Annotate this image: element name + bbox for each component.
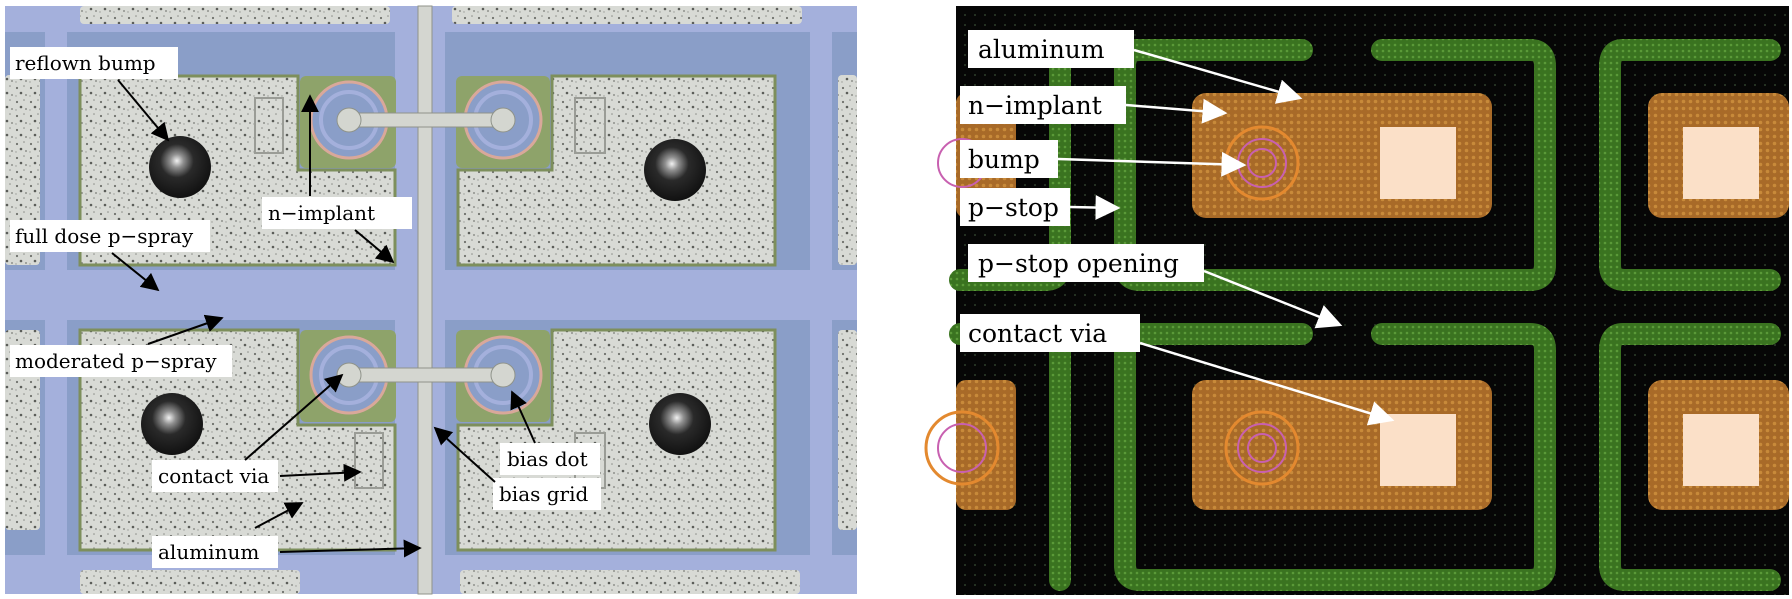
pixel-pad-bottom-left: [78, 328, 397, 552]
label-r-p-stop-opening: p−stop opening: [978, 249, 1179, 278]
label-box-moderated-p-spray: [10, 345, 232, 377]
label-box-bias-dot: [500, 443, 600, 475]
label-box-contact-via: [152, 460, 278, 492]
label-box-r-n-implant: [960, 86, 1126, 124]
arrow-full-dose-p-spray: [111, 252, 160, 292]
arrow-reflown-bump: [117, 79, 170, 142]
edge-pixels: [5, 6, 857, 594]
label-box-r-aluminum: [968, 30, 1134, 68]
arrow-bias-grid: [433, 426, 496, 483]
label-r-contact-via: contact via: [968, 319, 1107, 348]
left-panel-arrows: [111, 79, 536, 558]
p-stop-ring-top-right: [1599, 39, 1781, 291]
label-r-n-implant: n−implant: [968, 91, 1102, 120]
label-r-p-stop: p−stop: [968, 193, 1059, 222]
arrow-r-n-implant: [1125, 98, 1228, 124]
arrow-r-p-stop: [1069, 195, 1121, 221]
label-box-r-p-stop-opening: [968, 244, 1204, 282]
label-box-r-contact-via: [960, 314, 1140, 352]
pixel-pad-top-right: [456, 74, 777, 267]
label-r-aluminum: aluminum: [978, 35, 1105, 64]
label-moderated-p-spray: moderated p−spray: [15, 349, 217, 373]
arrow-r-aluminum: [1133, 48, 1303, 104]
label-full-dose-p-spray: full dose p−spray: [15, 224, 194, 248]
arrow-r-bump: [1057, 151, 1247, 177]
right-panel-arrows: [1057, 48, 1395, 426]
arrow-r-p-stop-opening: [1203, 269, 1343, 329]
right-panel-labels: aluminum n−implant bump p−stop p−stop op…: [960, 30, 1204, 352]
arrow-aluminum-pad: [254, 502, 304, 529]
label-r-bump: bump: [968, 145, 1040, 174]
label-box-r-bump: [960, 140, 1058, 178]
bias-grid: [336, 5, 516, 595]
arrow-contact-via-bias: [244, 373, 344, 461]
arrow-r-contact-via: [1139, 341, 1395, 426]
arrow-contact-via-pad: [279, 463, 362, 482]
left-panel-labels: reflown bump n−implant full dose p−spray…: [10, 47, 601, 568]
arrow-aluminum-grid: [279, 539, 422, 558]
left-panel-micrograph: [5, 5, 857, 595]
label-box-full-dose-p-spray: [10, 220, 210, 252]
label-n-implant: n−implant: [268, 201, 375, 225]
bump-markers: [924, 125, 1300, 486]
label-contact-via: contact via: [158, 464, 269, 488]
arrow-n-implant-down: [354, 229, 395, 264]
label-bias-dot: bias dot: [507, 447, 588, 471]
label-box-r-p-stop: [960, 188, 1070, 226]
solder-bumps: [141, 136, 711, 455]
contact-vias: [1380, 127, 1759, 486]
label-box-aluminum: [152, 536, 278, 568]
p-stop-ring-bottom-right: [1599, 323, 1781, 591]
label-reflown-bump: reflown bump: [15, 51, 156, 75]
arrow-moderated-p-spray: [147, 314, 224, 345]
label-box-bias-grid: [493, 478, 601, 510]
label-box-n-implant: [262, 197, 412, 229]
label-bias-grid: bias grid: [499, 482, 589, 506]
arrow-bias-dot: [510, 390, 536, 444]
label-box-reflown-bump: [10, 47, 178, 79]
label-aluminum: aluminum: [158, 540, 259, 564]
